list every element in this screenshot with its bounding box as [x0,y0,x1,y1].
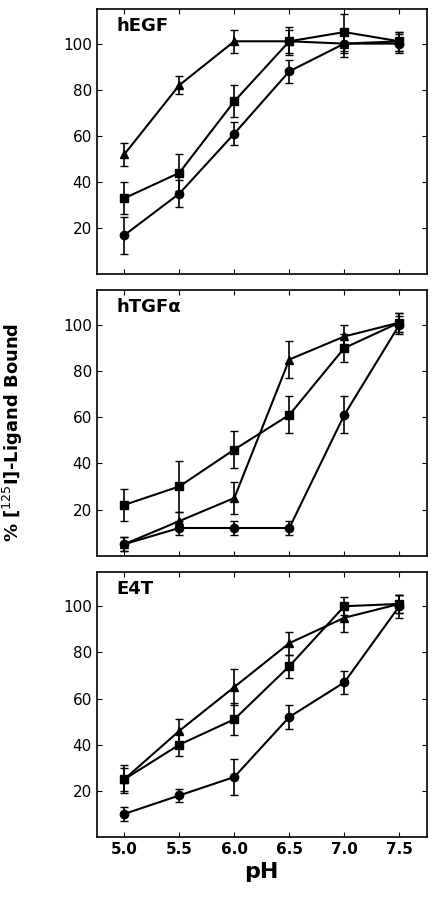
Text: hEGF: hEGF [117,17,169,35]
X-axis label: pH: pH [245,862,279,882]
Text: hTGFα: hTGFα [117,298,181,316]
Text: E4T: E4T [117,580,154,598]
Text: % [$^{125}$I]-Ligand Bound: % [$^{125}$I]-Ligand Bound [1,322,25,542]
